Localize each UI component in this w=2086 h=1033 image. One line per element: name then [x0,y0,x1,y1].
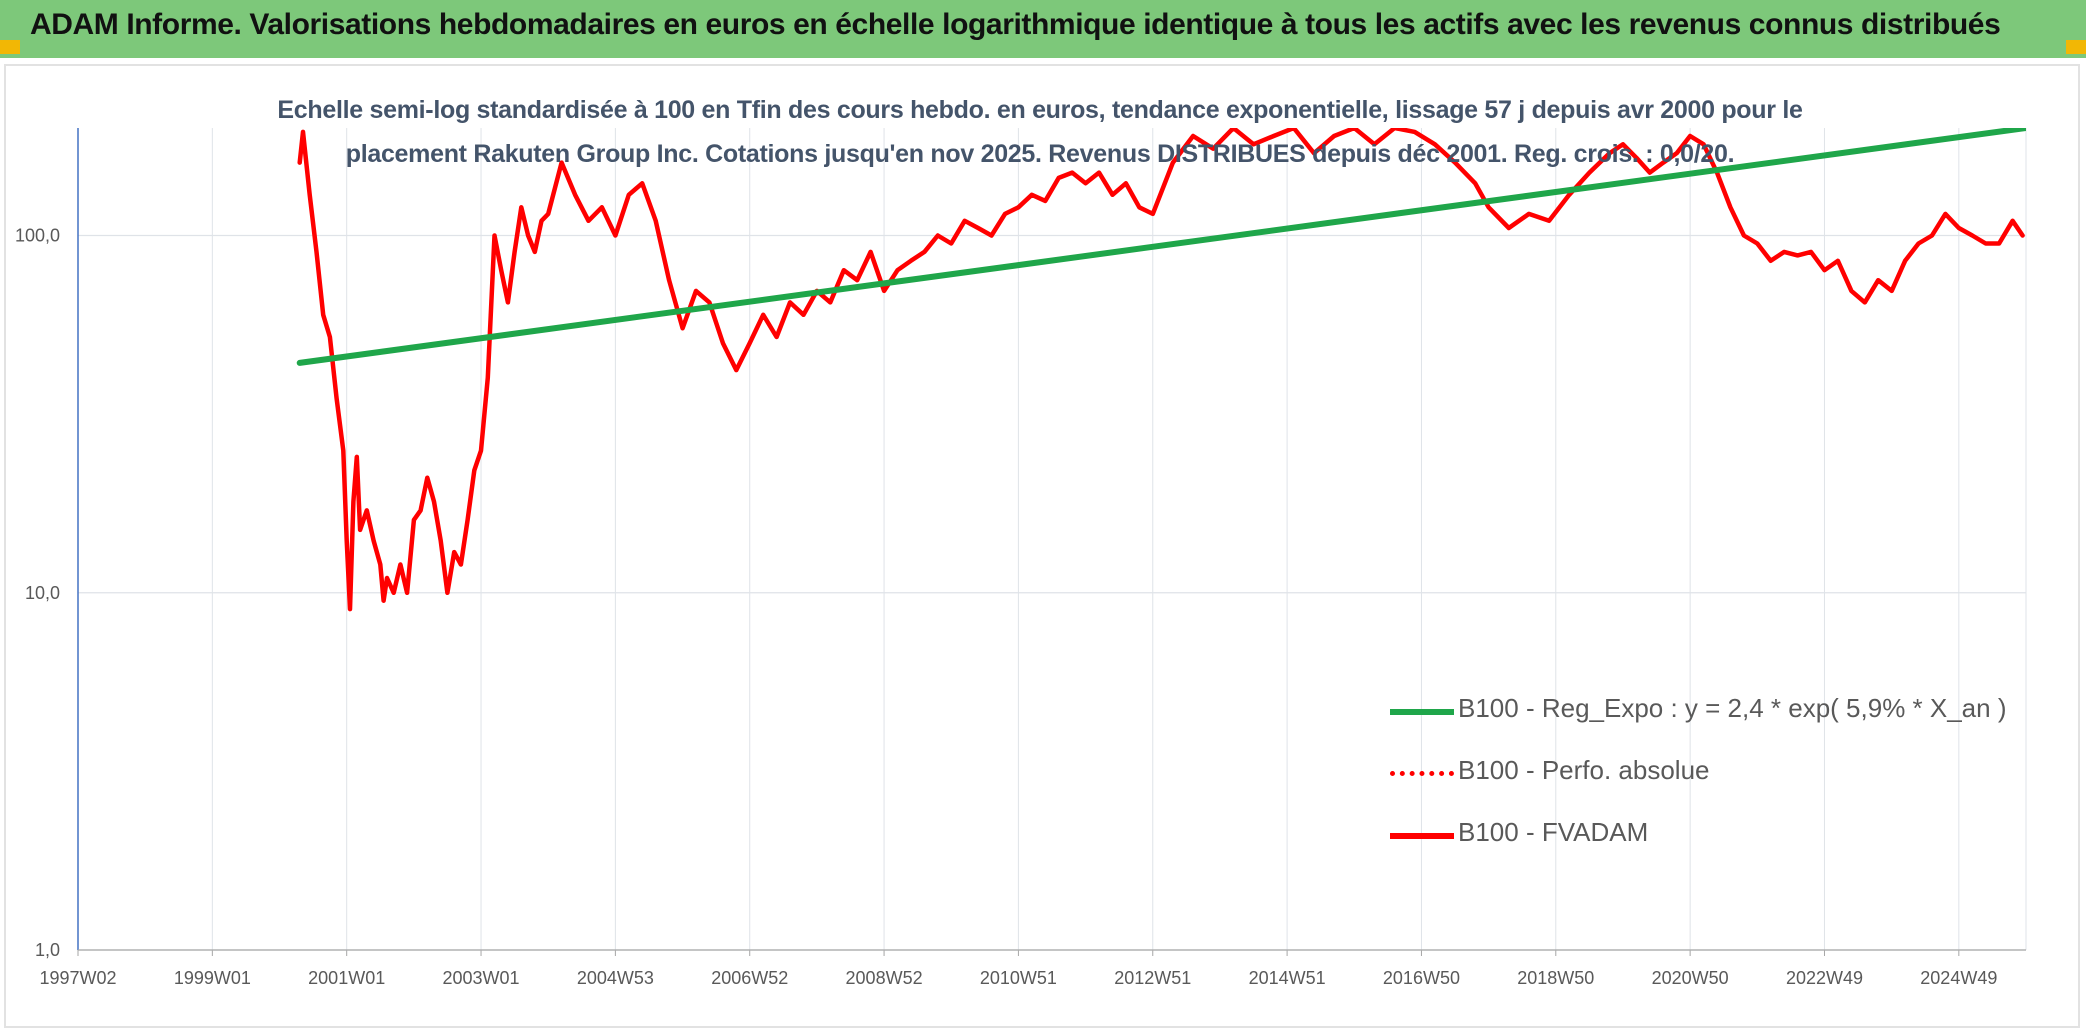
x-tick-label: 2004W53 [577,968,654,988]
x-tick-label: 2006W52 [711,968,788,988]
legend-swatch-perfo [1390,771,1454,776]
x-tick-label: 2016W50 [1383,968,1460,988]
x-tick-label: 2022W49 [1786,968,1863,988]
x-tick-label: 1999W01 [174,968,251,988]
x-tick-label: 2010W51 [980,968,1057,988]
chart-title-line-1: Echelle semi-log standardisée à 100 en T… [277,96,1803,124]
y-tick-label: 100,0 [15,226,60,246]
x-tick-label: 1997W02 [39,968,116,988]
report-banner: ADAM Informe. Valorisations hebdomadaire… [0,0,2086,58]
x-tick-label: 2018W50 [1517,968,1594,988]
x-tick-label: 2012W51 [1114,968,1191,988]
chart-title: Echelle semi-log standardisée à 100 en T… [200,88,1880,176]
legend-label-fvadam: B100 - FVADAM [1458,817,1649,847]
corner-marker-right [2066,40,2086,54]
x-tick-label: 2024W49 [1920,968,1997,988]
x-tick-label: 2020W50 [1652,968,1729,988]
y-tick-label: 10,0 [25,583,60,603]
corner-marker-left [0,40,20,54]
series-line-reg-expo [296,128,2026,366]
x-tick-label: 2014W51 [1249,968,1326,988]
chart-frame [4,64,2080,1028]
x-tick-label: 2008W52 [846,968,923,988]
y-tick-label: 1,0 [35,940,60,960]
legend-label-reg-expo: B100 - Reg_Expo : y = 2,4 * exp( 5,9% * … [1458,693,2007,723]
report-title: ADAM Informe. Valorisations hebdomadaire… [30,8,2001,41]
legend-swatch-reg-expo [1390,709,1454,715]
legend-swatch-fvadam [1390,833,1454,839]
x-tick-label: 2001W01 [308,968,385,988]
series-line-fvadam [297,128,2025,612]
x-tick-label: 2003W01 [443,968,520,988]
legend-label-perfo: B100 - Perfo. absolue [1458,755,1710,785]
chart-title-line-2: placement Rakuten Group Inc. Cotations j… [345,140,1735,168]
